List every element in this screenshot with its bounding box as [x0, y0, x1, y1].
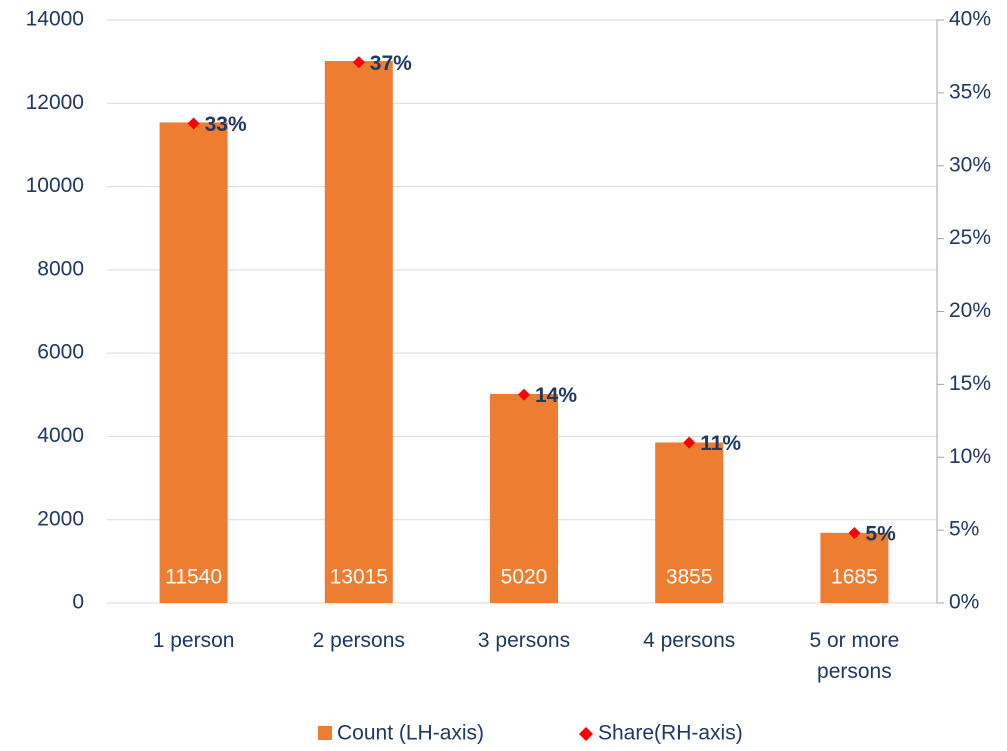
share-label: 5%	[865, 523, 896, 546]
y2-tick-label: 0%	[949, 591, 979, 614]
y-tick-label: 6000	[37, 341, 84, 364]
bar	[324, 61, 393, 604]
bar-value-label: 3855	[666, 566, 713, 589]
x-tick-label: 5 or more persons	[809, 629, 900, 683]
share-label: 33%	[205, 113, 247, 136]
share-marker	[518, 388, 530, 401]
y2-tick-label: 20%	[949, 299, 991, 322]
legend-label: Share(RH-axis)	[598, 722, 743, 745]
share-marker	[848, 527, 861, 540]
y-tick-label: 12000	[26, 91, 84, 114]
y2-tick-label: 5%	[949, 518, 979, 541]
y-tick-label: 0	[72, 591, 84, 614]
share-marker	[187, 117, 200, 130]
x-tick-label: 1 person	[152, 629, 235, 652]
share-label: 11%	[700, 432, 741, 455]
y2-tick-label: 40%	[949, 8, 991, 31]
y2-tick-label: 35%	[949, 80, 991, 103]
x-tick-label: 3 persons	[477, 629, 571, 652]
x-tick-label: 4 persons	[643, 629, 736, 652]
share-marker	[683, 436, 696, 449]
bar-value-label: 11540	[165, 566, 222, 589]
legend-swatch	[318, 726, 332, 740]
y2-tick-label: 25%	[949, 226, 991, 249]
bar	[490, 393, 558, 603]
legend-label: Count (LH-axis)	[337, 722, 484, 745]
y-tick-label: 8000	[37, 257, 84, 280]
bar-value-label: 5020	[501, 566, 548, 589]
bar	[655, 442, 724, 603]
y-tick-label: 2000	[37, 507, 84, 530]
y-tick-label: 10000	[26, 174, 84, 197]
share-label: 14%	[535, 384, 577, 407]
share-marker	[352, 56, 365, 69]
share-label: 37%	[370, 52, 412, 75]
y-tick-label: 4000	[37, 424, 84, 447]
y2-tick-label: 15%	[949, 372, 991, 395]
bar-value-label: 1685	[831, 566, 878, 589]
legend-swatch	[579, 727, 593, 741]
y-tick-label: 14000	[26, 8, 84, 31]
y2-tick-label: 10%	[949, 445, 991, 468]
bar	[820, 532, 889, 603]
y2-tick-label: 30%	[949, 153, 991, 176]
bar-value-label: 13015	[330, 566, 388, 589]
x-tick-label: 2 persons	[312, 629, 405, 652]
bar	[159, 122, 228, 603]
